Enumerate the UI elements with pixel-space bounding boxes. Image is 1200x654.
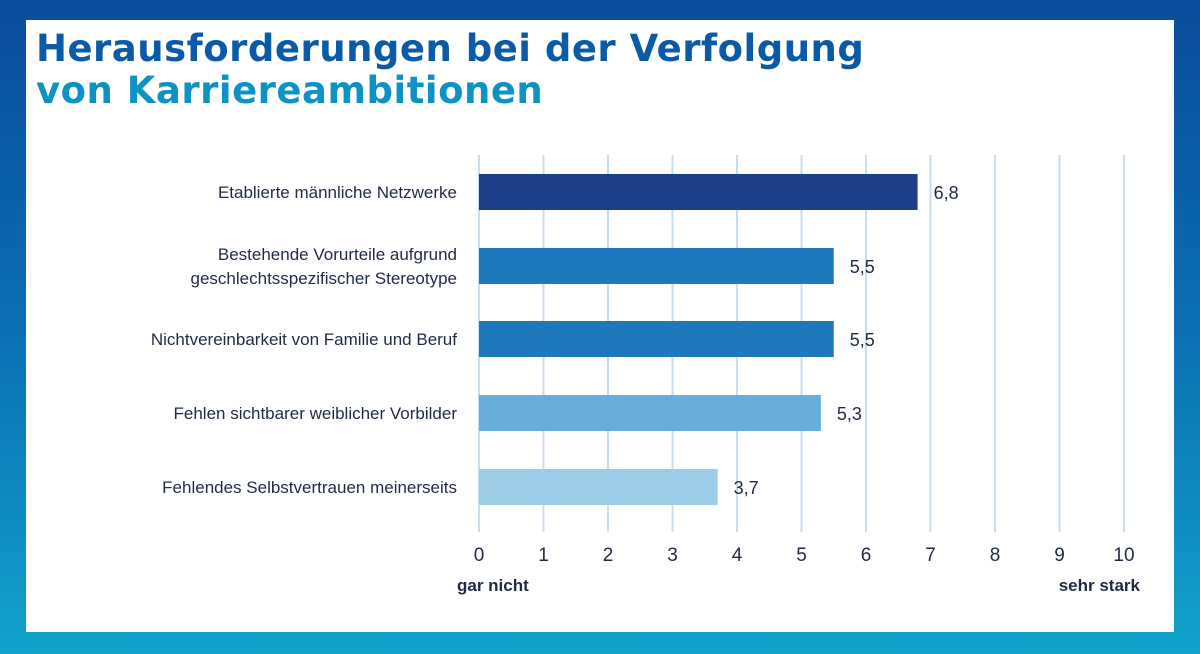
x-tick-label: 3 xyxy=(667,545,678,566)
value-label: 3,7 xyxy=(734,478,759,498)
x-tick-label: 2 xyxy=(603,545,614,566)
x-tick-label: 8 xyxy=(990,545,1001,566)
value-label: 6,8 xyxy=(934,183,959,203)
value-label: 5,5 xyxy=(850,330,875,350)
category-label: Fehlendes Selbstvertrauen meinerseits xyxy=(162,478,457,497)
x-max-label: sehr stark xyxy=(1059,576,1141,595)
bar xyxy=(479,174,918,210)
title-line-1: Herausforderungen bei der Verfolgung xyxy=(36,27,865,70)
category-label: Fehlen sichtbarer weiblicher Vorbilder xyxy=(174,404,458,423)
category-label: geschlechtsspezifischer Stereotype xyxy=(191,269,457,288)
x-tick-label: 5 xyxy=(796,545,807,566)
x-tick-label: 1 xyxy=(538,545,549,566)
category-label: Bestehende Vorurteile aufgrund xyxy=(218,245,457,264)
value-label: 5,3 xyxy=(837,404,862,424)
value-label: 5,5 xyxy=(850,257,875,277)
category-label: Etablierte männliche Netzwerke xyxy=(218,183,457,202)
bar xyxy=(479,469,718,505)
category-label: Nichtvereinbarkeit von Familie und Beruf xyxy=(151,330,457,349)
chart-title: Herausforderungen bei der Verfolgung von… xyxy=(36,28,864,112)
x-tick-label: 7 xyxy=(925,545,936,566)
x-tick-label: 9 xyxy=(1054,545,1065,566)
x-min-label: gar nicht xyxy=(457,576,529,595)
title-line-2: von Karriereambitionen xyxy=(36,69,544,112)
bar xyxy=(479,248,834,284)
bar xyxy=(479,321,834,357)
x-tick-label: 0 xyxy=(474,545,485,566)
x-tick-label: 6 xyxy=(861,545,872,566)
x-tick-label: 10 xyxy=(1113,545,1134,566)
bar xyxy=(479,395,821,431)
x-tick-label: 4 xyxy=(732,545,743,566)
